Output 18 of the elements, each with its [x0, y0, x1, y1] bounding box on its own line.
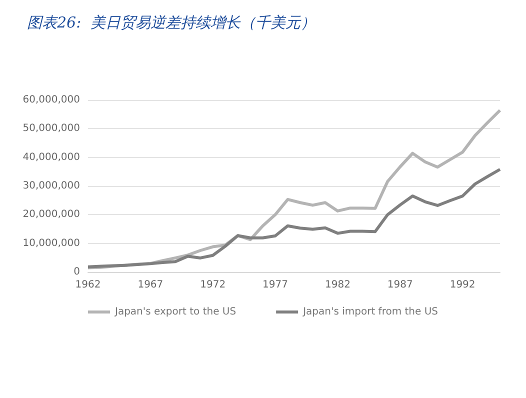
x-tick-label: 1987 — [387, 280, 413, 290]
x-tick-label: 1982 — [324, 280, 350, 290]
y-tick-label: 40,000,000 — [22, 152, 80, 163]
x-tick-label: 1967 — [138, 280, 164, 290]
legend-label: Japan's import from the US — [302, 306, 438, 318]
legend-label: Japan's export to the US — [114, 306, 236, 318]
y-tick-label: 10,000,000 — [22, 238, 80, 249]
x-tick-label: 1972 — [200, 280, 226, 290]
x-tick-label: 1992 — [450, 280, 476, 290]
x-tick-label: 1962 — [75, 280, 101, 290]
y-tick-label: 60,000,000 — [22, 94, 80, 106]
y-tick-label: 30,000,000 — [22, 180, 80, 192]
y-tick-label: 50,000,000 — [22, 123, 80, 134]
x-tick-label: 1977 — [262, 280, 288, 290]
chart-title: 图表26: 美日贸易逆差持续增长（千美元） — [27, 14, 316, 32]
y-tick-label: 20,000,000 — [22, 209, 80, 220]
line-series — [86, 168, 502, 268]
y-tick-label: 0 — [74, 266, 80, 278]
